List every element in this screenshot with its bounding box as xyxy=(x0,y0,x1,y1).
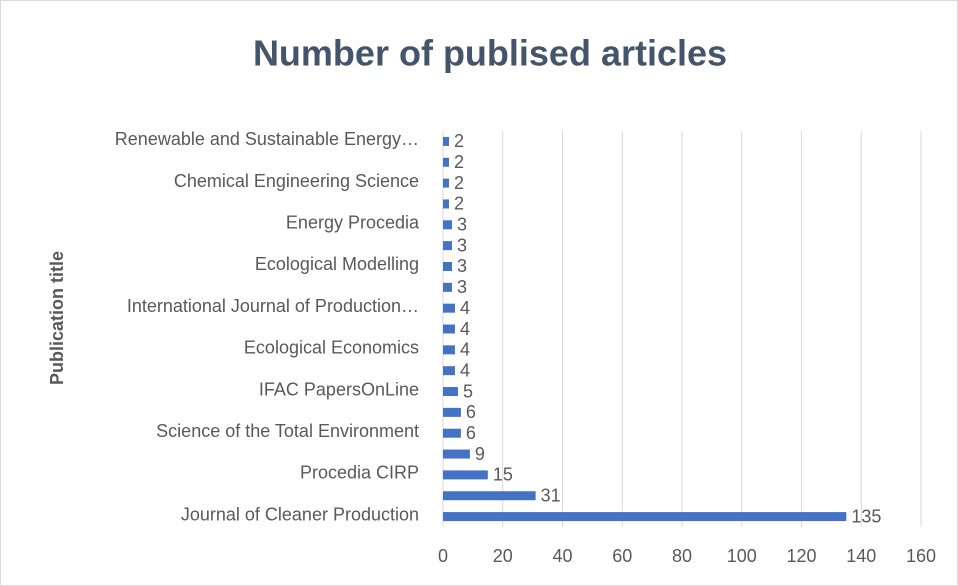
bar xyxy=(443,324,455,334)
value-label: 4 xyxy=(460,298,470,318)
value-label: 4 xyxy=(460,319,470,339)
bar xyxy=(443,407,461,417)
value-label: 3 xyxy=(457,215,467,235)
y-tick-label: Procedia CIRP xyxy=(300,463,419,483)
value-label: 6 xyxy=(466,402,476,422)
value-label: 5 xyxy=(463,381,473,401)
value-label: 15 xyxy=(493,465,513,485)
value-label: 3 xyxy=(457,235,467,255)
x-tick-label: 40 xyxy=(552,546,572,566)
bar xyxy=(443,199,449,209)
x-tick-label: 100 xyxy=(727,546,757,566)
bar xyxy=(443,428,461,438)
chart-title: Number of publised articles xyxy=(253,33,727,74)
y-tick-label: Chemical Engineering Science xyxy=(174,171,419,191)
value-label: 2 xyxy=(454,173,464,193)
y-tick-label: Ecological Economics xyxy=(244,338,419,358)
y-tick-label: Ecological Modelling xyxy=(255,254,419,274)
bar xyxy=(443,512,847,522)
value-label: 135 xyxy=(851,506,881,526)
x-tick-label: 80 xyxy=(672,546,692,566)
value-label: 3 xyxy=(457,256,467,276)
y-tick-label: Science of the Total Environment xyxy=(156,421,419,441)
bar xyxy=(443,157,449,167)
bar xyxy=(443,220,452,230)
bar xyxy=(443,491,536,501)
y-tick-label: Journal of Cleaner Production xyxy=(181,504,419,524)
value-label: 2 xyxy=(454,194,464,214)
value-label: 2 xyxy=(454,131,464,151)
y-tick-label: Renewable and Sustainable Energy… xyxy=(115,129,419,149)
y-axis-title: Publication title xyxy=(47,251,67,385)
x-tick-label: 20 xyxy=(493,546,513,566)
x-tick-label: 0 xyxy=(438,546,448,566)
value-label: 4 xyxy=(460,340,470,360)
bar xyxy=(443,470,488,480)
value-label: 9 xyxy=(475,444,485,464)
value-label: 4 xyxy=(460,360,470,380)
value-label: 6 xyxy=(466,423,476,443)
bar xyxy=(443,241,452,251)
bar xyxy=(443,449,470,459)
x-tick-label: 160 xyxy=(906,546,936,566)
value-label: 31 xyxy=(541,485,561,505)
value-label: 3 xyxy=(457,277,467,297)
value-label: 2 xyxy=(454,152,464,172)
y-tick-label: IFAC PapersOnLine xyxy=(259,379,419,399)
bar xyxy=(443,136,449,146)
bar xyxy=(443,282,452,292)
x-tick-label: 140 xyxy=(846,546,876,566)
x-tick-label: 120 xyxy=(786,546,816,566)
bar xyxy=(443,178,449,188)
bar xyxy=(443,303,455,313)
y-tick-label: International Journal of Production… xyxy=(127,296,419,316)
x-tick-label: 60 xyxy=(612,546,632,566)
bar xyxy=(443,345,455,355)
bar xyxy=(443,387,458,397)
bar xyxy=(443,261,452,271)
y-tick-label: Energy Procedia xyxy=(286,213,420,233)
bar xyxy=(443,366,455,376)
